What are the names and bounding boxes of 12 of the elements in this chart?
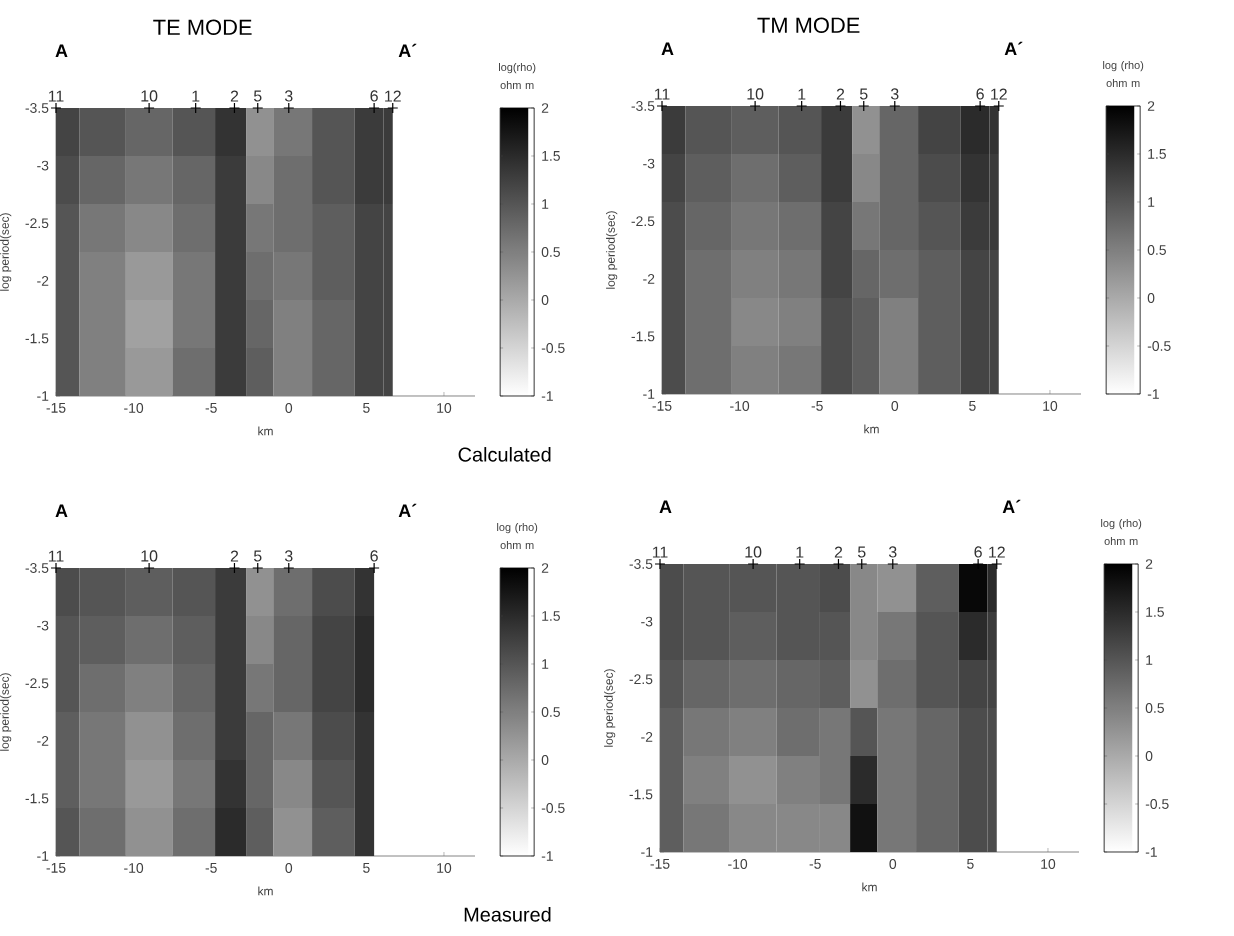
text: Measured bbox=[464, 907, 551, 922]
text: A´ bbox=[398, 503, 417, 517]
text: Calculated bbox=[458, 447, 551, 462]
text: A´ bbox=[1004, 41, 1023, 55]
text: A´ bbox=[398, 43, 417, 57]
text: A bbox=[661, 42, 674, 55]
chart-title: TM MODE bbox=[757, 17, 860, 33]
text: A bbox=[55, 44, 68, 57]
text: A bbox=[55, 504, 68, 517]
chart-title: TE MODE bbox=[153, 19, 252, 35]
text: A´ bbox=[1002, 499, 1021, 513]
text: A bbox=[659, 500, 672, 513]
